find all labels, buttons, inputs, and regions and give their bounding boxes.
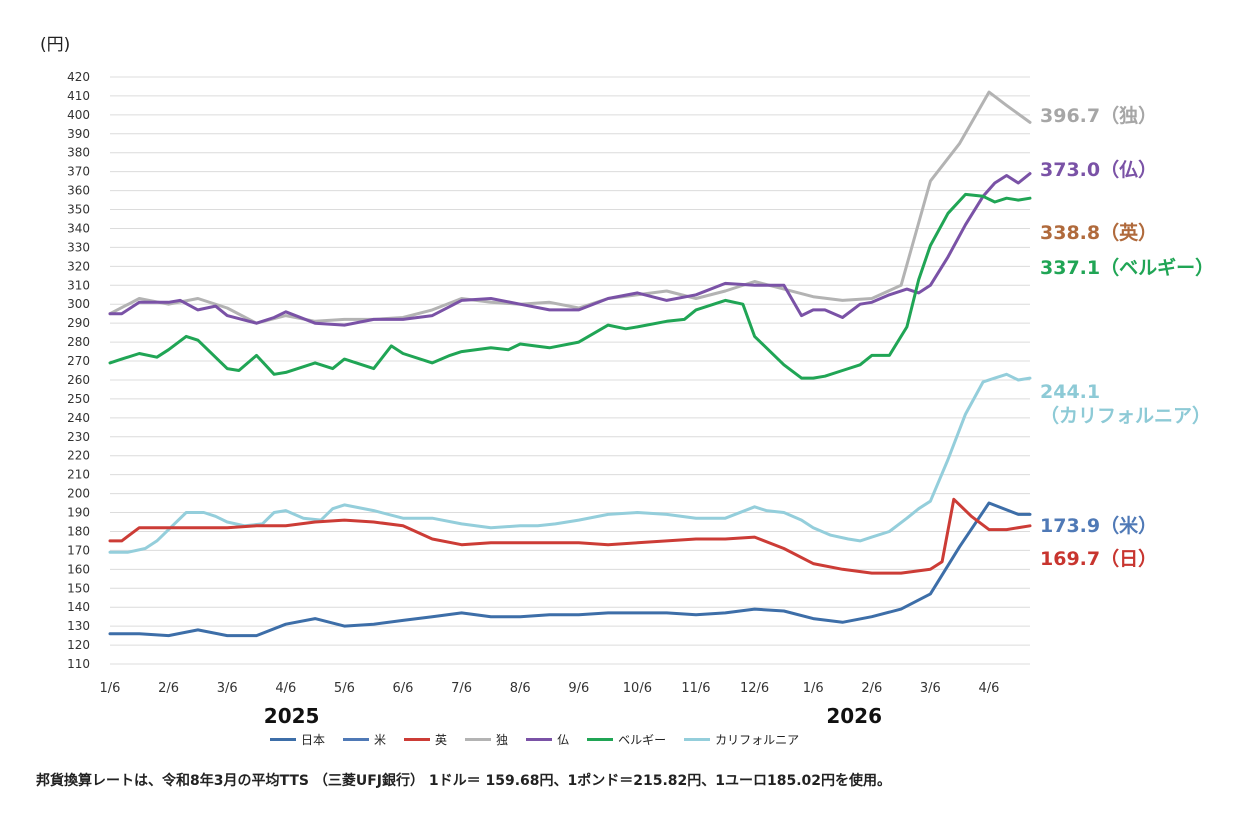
y-tick-label: 360 xyxy=(67,184,90,198)
y-tick-label: 120 xyxy=(67,638,90,652)
legend-item: 独 xyxy=(465,731,508,748)
year-label: 2025 xyxy=(263,704,320,728)
legend-item: 仏 xyxy=(526,731,569,748)
legend-label: 仏 xyxy=(557,733,570,747)
y-tick-label: 290 xyxy=(67,316,90,330)
legend-swatch xyxy=(587,738,614,741)
y-tick-label: 370 xyxy=(67,165,90,179)
end-label-英: 338.8（英） xyxy=(1040,222,1158,244)
y-tick-label: 280 xyxy=(67,335,90,349)
series-line-ベルギー xyxy=(108,192,1032,380)
footnote: 邦貨換算レートは、令和8年3月の平均TTS （三菱UFJ銀行） 1ドル＝ 159… xyxy=(36,773,892,789)
legend-swatch xyxy=(526,738,553,741)
y-tick-label: 340 xyxy=(67,221,90,235)
y-tick-label: 350 xyxy=(67,203,90,217)
y-tick-label: 330 xyxy=(67,240,90,254)
y-tick-label: 150 xyxy=(67,581,90,595)
x-tick-label: 2/6 xyxy=(158,681,179,696)
legend-label: 米 xyxy=(374,733,387,747)
y-tick-label: 250 xyxy=(67,392,90,406)
legend-label: 独 xyxy=(496,733,509,747)
y-unit-label: (円) xyxy=(40,35,71,55)
y-tick-label: 180 xyxy=(67,524,90,538)
legend-label: 英 xyxy=(435,733,448,747)
legend-label: カリフォルニア xyxy=(715,733,800,747)
y-gridlines xyxy=(110,76,1030,665)
series-line-仏 xyxy=(108,172,1032,327)
y-tick-label: 410 xyxy=(67,89,90,103)
legend-item: ベルギー xyxy=(587,731,666,748)
x-tick-label: 1/6 xyxy=(803,681,824,696)
y-tick-label: 140 xyxy=(67,600,90,614)
x-tick-label: 3/6 xyxy=(920,681,941,696)
legend-swatch xyxy=(465,738,492,741)
y-tick-label: 260 xyxy=(67,373,90,387)
x-tick-label: 4/6 xyxy=(979,681,1000,696)
end-label-仏: 373.0（仏） xyxy=(1040,159,1158,181)
y-tick-label: 400 xyxy=(67,108,90,122)
x-tick-label: 11/6 xyxy=(681,681,710,696)
end-label-独: 396.7（独） xyxy=(1040,105,1158,127)
x-tick-label: 4/6 xyxy=(275,681,296,696)
legend-swatch xyxy=(270,738,296,741)
y-tick-label: 240 xyxy=(67,411,90,425)
y-tick-label: 190 xyxy=(67,506,90,520)
legend-swatch xyxy=(404,738,431,741)
series-lines xyxy=(108,90,1032,638)
x-tick-label: 9/6 xyxy=(568,681,589,696)
x-tick-label: 1/6 xyxy=(100,681,121,696)
year-label: 2026 xyxy=(826,704,883,728)
end-label-米: 173.9（米） xyxy=(1040,515,1158,537)
series-line-日本 xyxy=(108,501,1032,638)
y-tick-label: 380 xyxy=(67,146,90,160)
legend-label: ベルギー xyxy=(618,733,667,747)
x-tick-label: 5/6 xyxy=(334,681,355,696)
y-tick-label: 170 xyxy=(67,543,90,557)
x-tick-label: 7/6 xyxy=(451,681,472,696)
legend-item: 英 xyxy=(404,731,447,748)
series-line-英 xyxy=(108,497,1032,575)
legend-label: 日本 xyxy=(301,733,326,747)
legend-swatch xyxy=(684,738,711,741)
y-tick-label: 320 xyxy=(67,259,90,273)
y-tick-label: 130 xyxy=(67,619,90,633)
x-tick-label: 3/6 xyxy=(217,681,238,696)
legend-item: カリフォルニア xyxy=(684,731,799,748)
series-line-独 xyxy=(108,90,1032,325)
y-tick-label: 300 xyxy=(67,297,90,311)
y-tick-label: 390 xyxy=(67,127,90,141)
y-tick-label: 420 xyxy=(67,70,90,84)
y-tick-label: 200 xyxy=(67,487,90,501)
legend: 日本 米 英 独 仏 ベルギー カリフォルニア xyxy=(270,731,799,748)
y-tick-label: 210 xyxy=(67,468,90,482)
x-tick-label: 10/6 xyxy=(623,681,652,696)
y-tick-label: 310 xyxy=(67,278,90,292)
legend-item: 日本 xyxy=(270,731,325,748)
y-tick-label: 160 xyxy=(67,562,90,576)
x-tick-label: 2/6 xyxy=(861,681,882,696)
legend-item: 米 xyxy=(343,731,386,748)
end-label-日本: 169.7（日） xyxy=(1040,548,1158,570)
x-tick-label: 12/6 xyxy=(740,681,769,696)
y-tick-labels: 110 120 130 140 150 160 170 180 190 200 210 220 230 2… xyxy=(67,70,90,671)
legend-swatch xyxy=(343,738,370,741)
y-tick-label: 220 xyxy=(67,449,90,463)
end-label-ベルギー: 337.1（ベルギー） xyxy=(1040,257,1215,279)
end-label-カリフォルニア: 244.1 （カリフォルニア） xyxy=(1040,381,1212,427)
y-tick-label: 230 xyxy=(67,430,90,444)
x-tick-label: 6/6 xyxy=(393,681,414,696)
x-tick-labels: 1/6 2/6 3/6 4/6 5/6 6/6 7/6 8/6 9/6 10/6 11/6 12/6 1… xyxy=(100,681,1000,696)
x-tick-label: 8/6 xyxy=(510,681,531,696)
series-line-カリフォルニア xyxy=(108,372,1032,554)
y-tick-label: 270 xyxy=(67,354,90,368)
y-tick-label: 110 xyxy=(67,657,90,671)
